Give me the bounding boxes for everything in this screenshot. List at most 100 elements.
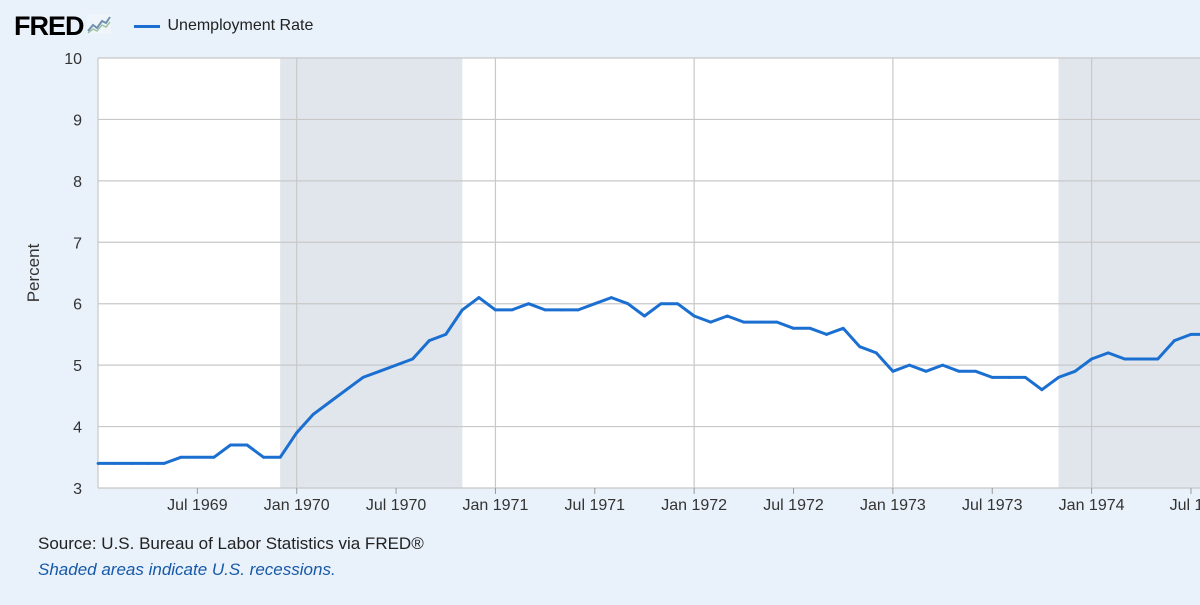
data-point bbox=[543, 308, 547, 312]
x-tick-label: Jul 1972 bbox=[763, 497, 824, 514]
y-axis-label: Percent bbox=[24, 243, 43, 302]
data-point bbox=[278, 455, 282, 459]
data-point bbox=[262, 455, 265, 459]
data-point bbox=[858, 345, 862, 349]
x-tick-label: Jan 1972 bbox=[661, 497, 727, 514]
data-point bbox=[1007, 376, 1011, 379]
data-point bbox=[576, 308, 580, 312]
plot-background bbox=[98, 58, 1200, 488]
data-point bbox=[311, 412, 315, 416]
data-point bbox=[775, 320, 779, 324]
data-point bbox=[659, 302, 663, 306]
data-point bbox=[626, 302, 630, 306]
chart-legend[interactable]: Unemployment Rate bbox=[133, 17, 314, 35]
data-point bbox=[841, 326, 845, 330]
data-point bbox=[957, 369, 961, 373]
data-point bbox=[725, 314, 729, 318]
axis-group: 3 4 5 6 7 8 9 10 Jul 1969 Jan 1970 Jul 1970 Jan 197… bbox=[64, 51, 1200, 514]
data-point bbox=[494, 308, 497, 312]
x-tick-label: Jul 1971 bbox=[565, 497, 626, 514]
data-point bbox=[709, 320, 713, 324]
data-point bbox=[96, 462, 100, 465]
data-point bbox=[394, 363, 398, 367]
data-point bbox=[295, 431, 299, 435]
grid-group bbox=[97, 57, 1200, 489]
data-point bbox=[1123, 357, 1127, 361]
y-tick-label: 9 bbox=[73, 112, 82, 129]
data-point bbox=[162, 462, 166, 465]
data-point bbox=[990, 376, 994, 379]
data-point bbox=[510, 308, 514, 312]
data-point bbox=[411, 357, 415, 361]
x-tick-label: Jan 1970 bbox=[264, 497, 330, 514]
data-point bbox=[245, 443, 249, 447]
recession-band bbox=[1058, 58, 1200, 488]
data-point bbox=[643, 314, 646, 318]
chart-header: FRED Unemployment Rate bbox=[14, 10, 313, 42]
x-tick-label: Jul 1970 bbox=[366, 497, 427, 514]
data-point bbox=[1106, 351, 1110, 355]
fred-logo[interactable]: FRED bbox=[14, 10, 84, 41]
y-tick-label: 7 bbox=[73, 235, 82, 252]
data-point bbox=[527, 302, 530, 306]
data-point bbox=[742, 320, 746, 324]
data-point bbox=[759, 320, 762, 324]
y-tick-label: 5 bbox=[73, 358, 82, 375]
data-point bbox=[808, 326, 812, 330]
data-point bbox=[460, 308, 464, 312]
x-tick-label: Jan 1974 bbox=[1059, 497, 1125, 514]
data-point bbox=[825, 333, 829, 336]
y-tick-label: 8 bbox=[73, 174, 82, 191]
data-point bbox=[874, 351, 878, 355]
data-point bbox=[609, 296, 613, 299]
legend-label: Unemployment Rate bbox=[167, 17, 314, 34]
x-tick-label: Jan 1971 bbox=[463, 497, 529, 514]
data-point bbox=[692, 314, 696, 318]
series-line bbox=[98, 296, 1200, 465]
recession-shading-group bbox=[98, 58, 1200, 488]
data-point bbox=[924, 369, 928, 373]
data-point bbox=[593, 302, 597, 306]
recession-band bbox=[280, 58, 463, 488]
data-point bbox=[560, 308, 564, 312]
data-point bbox=[179, 455, 183, 459]
y-tick-label: 6 bbox=[73, 297, 82, 314]
data-point bbox=[328, 400, 332, 404]
data-point bbox=[1189, 333, 1193, 336]
data-point bbox=[792, 326, 795, 330]
data-point bbox=[1156, 357, 1160, 361]
recession-note[interactable]: Shaded areas indicate U.S. recessions. bbox=[38, 560, 336, 579]
data-point bbox=[974, 369, 978, 373]
y-tick-label: 4 bbox=[73, 420, 82, 437]
data-point bbox=[345, 388, 348, 392]
data-point bbox=[941, 363, 944, 367]
data-point bbox=[361, 376, 365, 379]
fred-sparkline-icon bbox=[86, 13, 112, 40]
legend-swatch bbox=[133, 24, 160, 28]
data-point bbox=[129, 462, 133, 465]
x-tick-label: Jul 1969 bbox=[167, 497, 228, 514]
data-point bbox=[229, 443, 232, 447]
series-group bbox=[96, 296, 1200, 465]
data-point bbox=[891, 369, 895, 373]
data-point bbox=[113, 462, 116, 465]
y-tick-label: 3 bbox=[73, 481, 82, 498]
x-tick-label: Jul 1973 bbox=[962, 497, 1023, 514]
data-point bbox=[477, 296, 481, 299]
x-tick-label: Jan 1973 bbox=[860, 497, 926, 514]
data-point bbox=[212, 455, 216, 459]
data-point bbox=[1139, 357, 1143, 361]
data-point bbox=[676, 302, 679, 306]
data-point bbox=[1023, 376, 1027, 379]
data-point bbox=[378, 369, 381, 373]
data-point bbox=[195, 455, 199, 459]
data-point bbox=[1040, 388, 1044, 392]
data-point bbox=[908, 363, 911, 367]
data-point bbox=[1173, 339, 1176, 342]
source-note: Source: U.S. Bureau of Labor Statistics … bbox=[38, 534, 424, 553]
data-point bbox=[1090, 357, 1093, 361]
data-point bbox=[444, 333, 448, 336]
x-tick-label: Jul 19 bbox=[1170, 497, 1200, 514]
